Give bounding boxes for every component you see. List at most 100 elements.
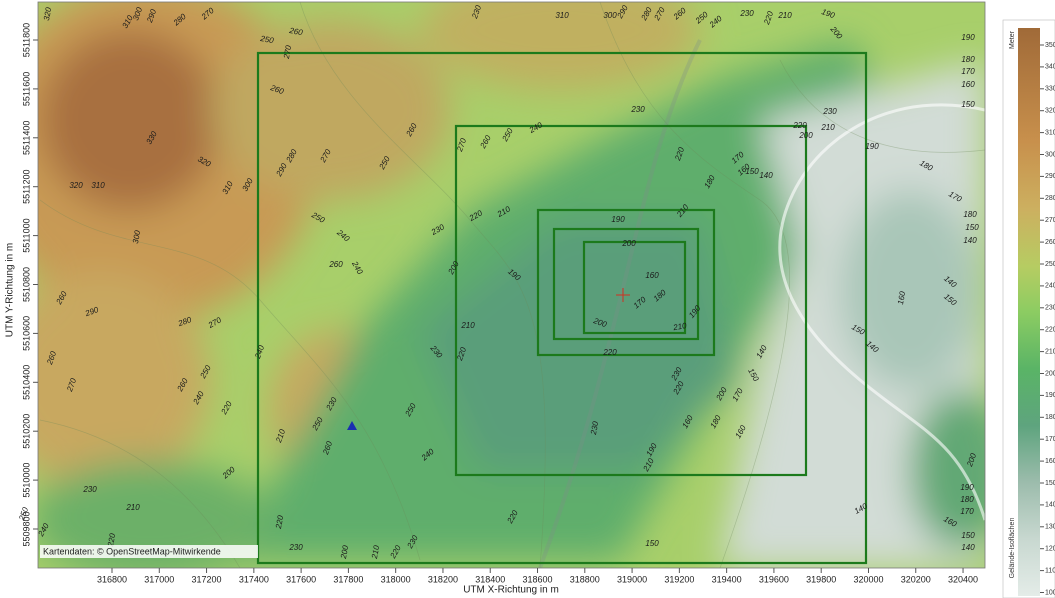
contour-label: 140	[759, 171, 773, 180]
x-tick-label: 320400	[948, 574, 978, 584]
y-tick-label: 5509800	[21, 511, 31, 546]
contour-label: 190	[960, 483, 974, 492]
terrain	[0, 0, 1010, 580]
y-tick-label: 5511800	[21, 23, 31, 57]
y-tick-label: 5510600	[21, 316, 31, 351]
contour-label: 150	[961, 531, 975, 540]
legend-tick-label: 160	[1045, 458, 1055, 465]
attribution: Kartendaten: © OpenStreetMap-Mitwirkende	[43, 546, 221, 556]
legend-title: Meter	[1009, 30, 1016, 49]
contour-label: 220	[602, 348, 617, 357]
legend-tick-label: 210	[1045, 348, 1055, 355]
legend-tick-label: 250	[1045, 261, 1055, 268]
contour-label: 200	[621, 239, 636, 248]
y-tick-label: 5510800	[21, 267, 31, 302]
y-tick-label: 5511600	[21, 72, 31, 106]
x-tick-label: 319400	[712, 574, 742, 584]
x-tick-label: 318400	[475, 574, 505, 584]
x-tick-label: 317400	[239, 574, 269, 584]
contour-label: 260	[328, 260, 343, 269]
x-tick-label: 317200	[192, 574, 222, 584]
contour-label: 200	[798, 131, 813, 140]
contour-label: 170	[960, 507, 974, 516]
contour-label: 180	[963, 210, 977, 219]
legend-tick-label: 200	[1045, 370, 1055, 377]
contour-label: 190	[611, 215, 625, 224]
contour-label: 180	[961, 55, 975, 64]
x-tick-label: 318800	[570, 574, 600, 584]
contour-label: 190	[961, 33, 975, 42]
contour-label: 230	[739, 9, 754, 18]
y-tick-label: 5511400	[21, 121, 31, 155]
x-tick-label: 319200	[664, 574, 694, 584]
legend-tick-label: 120	[1045, 546, 1055, 553]
legend-tick-label: 260	[1045, 239, 1055, 246]
contour-label: 320	[69, 181, 83, 190]
contour-label: 150	[745, 167, 759, 176]
legend-tick-label: 270	[1045, 217, 1055, 224]
y-tick-label: 5511000	[21, 218, 31, 252]
x-tick-label: 317600	[286, 574, 316, 584]
contour-label: 220	[792, 121, 807, 130]
x-tick-label: 320200	[901, 574, 931, 584]
legend-tick-label: 320	[1045, 108, 1055, 115]
contour-label: 160	[961, 80, 975, 89]
contour-label: 210	[125, 503, 140, 512]
legend-tick-label: 230	[1045, 305, 1055, 312]
contour-label: 150	[645, 539, 659, 548]
contour-label: 150	[965, 223, 979, 232]
x-tick-label: 319600	[759, 574, 789, 584]
legend-tick-label: 100	[1045, 589, 1055, 596]
x-tick-label: 317000	[144, 574, 174, 584]
contour-label: 160	[645, 271, 659, 280]
y-tick-label: 5510000	[21, 463, 31, 498]
legend-tick-label: 170	[1045, 436, 1055, 443]
y-tick-label: 5510200	[21, 414, 31, 449]
legend-tick-label: 220	[1045, 327, 1055, 334]
contour-label: 230	[82, 485, 97, 494]
contour-label: 230	[288, 543, 303, 552]
legend-tick-label: 150	[1045, 480, 1055, 487]
legend-tick-label: 310	[1045, 129, 1055, 136]
legend-tick-label: 180	[1045, 414, 1055, 421]
legend-tick-label: 110	[1045, 567, 1055, 574]
y-tick-label: 5511200	[21, 170, 31, 204]
contour-label: 170	[961, 67, 975, 76]
contour-label: 230	[630, 105, 645, 114]
x-tick-label: 318600	[522, 574, 552, 584]
legend-tick-label: 350	[1045, 42, 1055, 49]
contour-label: 140	[963, 236, 977, 245]
map-page: 3203103002902802702502602702603303203203…	[0, 0, 1055, 598]
contour-label: 180	[960, 495, 974, 504]
legend-caption: Gelände-Isoflächen	[1009, 518, 1016, 579]
x-tick-label: 318200	[428, 574, 458, 584]
x-tick-label: 317800	[333, 574, 363, 584]
contour-label: 210	[460, 321, 475, 330]
contour-label: 210	[777, 11, 792, 20]
x-tick-label: 319800	[806, 574, 836, 584]
legend-tick-label: 290	[1045, 173, 1055, 180]
x-tick-label: 319000	[617, 574, 647, 584]
legend-tick-label: 330	[1045, 86, 1055, 93]
x-axis-title: UTM X-Richtung in m	[463, 585, 559, 596]
x-tick-label: 316800	[97, 574, 127, 584]
contour-label: 310	[555, 11, 569, 20]
contour-label: 150	[961, 100, 975, 109]
contour-label: 230	[822, 107, 837, 116]
x-tick-label: 320000	[853, 574, 883, 584]
contour-label: 140	[961, 543, 975, 552]
y-tick-label: 5510400	[21, 365, 31, 400]
contour-label: 190	[865, 142, 879, 151]
legend-tick-label: 140	[1045, 502, 1055, 509]
legend-colorbar	[1018, 28, 1040, 596]
legend-tick-label: 190	[1045, 392, 1055, 399]
x-tick-label: 318000	[381, 574, 411, 584]
contour-label: 310	[91, 181, 105, 190]
legend-tick-label: 300	[1045, 151, 1055, 158]
y-axis-title: UTM Y-Richtung in m	[5, 243, 16, 337]
contour-label: 210	[820, 123, 835, 132]
legend-tick-label: 340	[1045, 64, 1055, 71]
legend-tick-label: 280	[1045, 195, 1055, 202]
legend-tick-label: 240	[1045, 283, 1055, 290]
legend-tick-label: 130	[1045, 524, 1055, 531]
